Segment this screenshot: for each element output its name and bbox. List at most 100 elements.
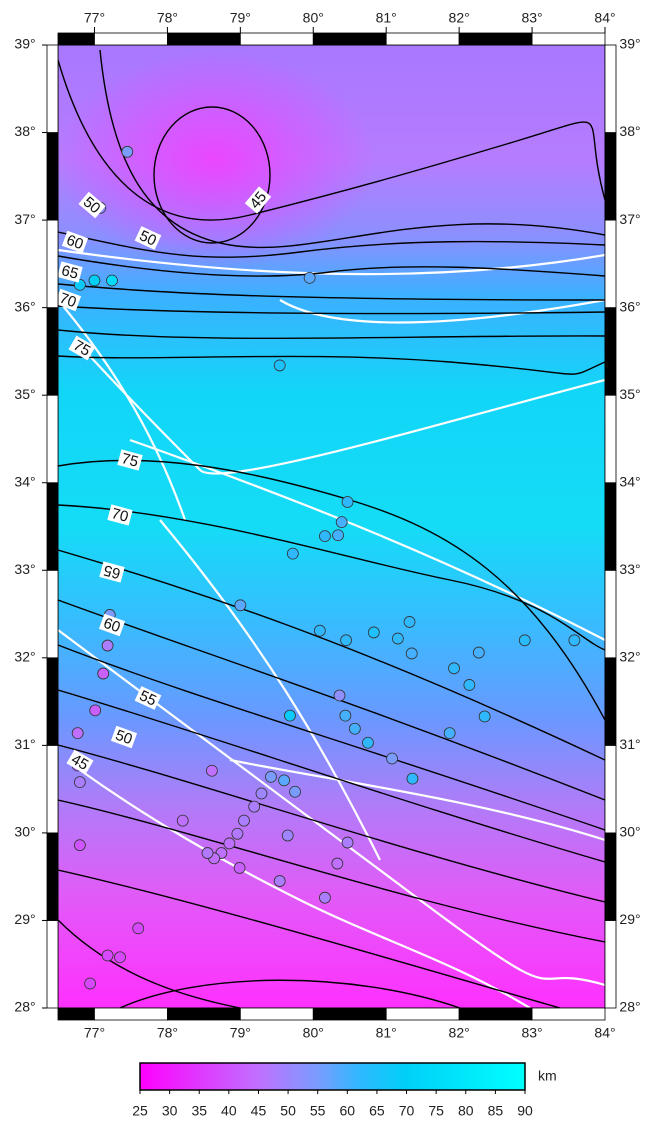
contour-label-bg bbox=[58, 261, 83, 283]
y-tick-label: 30° bbox=[14, 824, 35, 840]
frame-bar bbox=[312, 1007, 387, 1021]
station bbox=[84, 977, 96, 990]
station bbox=[405, 647, 418, 660]
ticks: 77° 77° 78° 78° 79° 79° 80° 80° 81° 81° 82° 82° 83° 8… bbox=[14, 10, 640, 1041]
contour-label-bg bbox=[68, 335, 96, 361]
station bbox=[335, 516, 348, 529]
station bbox=[233, 862, 246, 874]
station bbox=[73, 839, 86, 852]
frame-bar bbox=[604, 920, 617, 1009]
frame-bar bbox=[94, 32, 168, 46]
station bbox=[205, 764, 218, 777]
contour-label: 45 bbox=[244, 186, 272, 214]
y-tick-label: 37° bbox=[14, 211, 35, 227]
contour-label: 50 bbox=[110, 725, 138, 749]
colorbar-tick-label: 80 bbox=[458, 1103, 474, 1119]
y-tick-label: 29° bbox=[14, 911, 35, 927]
y-tick-label: 38° bbox=[619, 123, 640, 139]
frame-bar bbox=[604, 744, 617, 834]
station bbox=[319, 530, 331, 543]
station bbox=[223, 837, 236, 850]
station bbox=[201, 847, 214, 859]
station bbox=[248, 800, 261, 813]
station bbox=[391, 632, 404, 645]
frame-bar bbox=[604, 132, 617, 221]
y-tick-label: 30° bbox=[619, 824, 640, 840]
station bbox=[386, 752, 398, 765]
y-tick-label: 34° bbox=[14, 473, 35, 489]
frame-bar bbox=[46, 744, 59, 834]
frame-bar bbox=[166, 32, 241, 46]
y-tick-label: 32° bbox=[14, 649, 35, 665]
colorbar-tick-label: 45 bbox=[251, 1103, 267, 1119]
contour-label-text: 50 bbox=[137, 227, 159, 249]
station bbox=[341, 836, 354, 849]
contour-label-bg bbox=[78, 191, 106, 219]
y-tick-label: 35° bbox=[619, 386, 640, 402]
station bbox=[97, 667, 110, 680]
station bbox=[568, 634, 581, 647]
station bbox=[331, 857, 344, 870]
station bbox=[362, 736, 374, 749]
contour-label: 75 bbox=[117, 449, 143, 471]
contour-label-bg bbox=[134, 226, 162, 250]
contour-label: 65 bbox=[99, 561, 125, 583]
colorbar-tick-label: 85 bbox=[488, 1103, 504, 1119]
frame-bar bbox=[604, 44, 617, 133]
station bbox=[278, 774, 290, 787]
contour-label-text: 55 bbox=[137, 687, 159, 709]
station bbox=[478, 710, 491, 723]
y-tick-label: 28° bbox=[14, 999, 35, 1015]
frame-bar bbox=[46, 219, 59, 309]
frame-bar bbox=[458, 1007, 533, 1021]
frame-bar bbox=[604, 657, 617, 746]
frame-bar bbox=[604, 394, 617, 484]
x-tick-label: 84° bbox=[594, 1025, 615, 1041]
contour-label-bg bbox=[244, 186, 272, 214]
contour-label-bg bbox=[98, 613, 126, 637]
x-tick-label: 83° bbox=[521, 10, 542, 26]
y-tick-label: 36° bbox=[619, 298, 640, 314]
colorbar-tick-label: 50 bbox=[280, 1103, 296, 1119]
x-tick-label: 77° bbox=[84, 1025, 105, 1041]
frame-bar bbox=[531, 1007, 606, 1021]
station bbox=[132, 922, 145, 935]
frame-bar bbox=[46, 920, 59, 1009]
colorbar-tick-label: 25 bbox=[132, 1103, 148, 1119]
contour-label-bg bbox=[134, 686, 162, 710]
frame-bar bbox=[46, 44, 59, 133]
frame-bar bbox=[46, 482, 59, 571]
frame-bar bbox=[94, 1007, 168, 1021]
colorbar-tick-label: 60 bbox=[340, 1103, 356, 1119]
contour-label-text: 75 bbox=[120, 450, 141, 471]
frame-bar bbox=[46, 569, 59, 659]
x-tick-label: 84° bbox=[594, 10, 615, 26]
contour-label: 65 bbox=[58, 261, 83, 283]
station bbox=[472, 646, 485, 659]
contour-label-text: 70 bbox=[110, 505, 131, 526]
contour-label-text: 70 bbox=[57, 290, 78, 312]
station bbox=[265, 770, 277, 783]
station bbox=[348, 722, 361, 735]
contour-label-text: 65 bbox=[102, 561, 123, 582]
station bbox=[88, 274, 101, 287]
frame-bar bbox=[57, 32, 95, 46]
x-tick-label: 83° bbox=[521, 1025, 542, 1041]
station bbox=[341, 496, 354, 508]
station bbox=[238, 814, 250, 827]
contour-label-text: 50 bbox=[113, 727, 134, 749]
station bbox=[114, 951, 126, 964]
frame-bar bbox=[46, 394, 59, 484]
colorbar-tick-label: 75 bbox=[428, 1103, 444, 1119]
station bbox=[281, 829, 294, 842]
y-tick-label: 33° bbox=[14, 561, 35, 577]
station bbox=[403, 616, 416, 628]
y-tick-label: 33° bbox=[619, 561, 640, 577]
frame bbox=[46, 32, 617, 1021]
station bbox=[121, 145, 134, 158]
colorbar-unit: km bbox=[538, 1068, 557, 1084]
y-tick-label: 35° bbox=[14, 386, 35, 402]
colorbar-tick-label: 55 bbox=[310, 1103, 326, 1119]
contour-label-bg bbox=[117, 449, 143, 471]
contour-label-bg bbox=[110, 725, 138, 749]
